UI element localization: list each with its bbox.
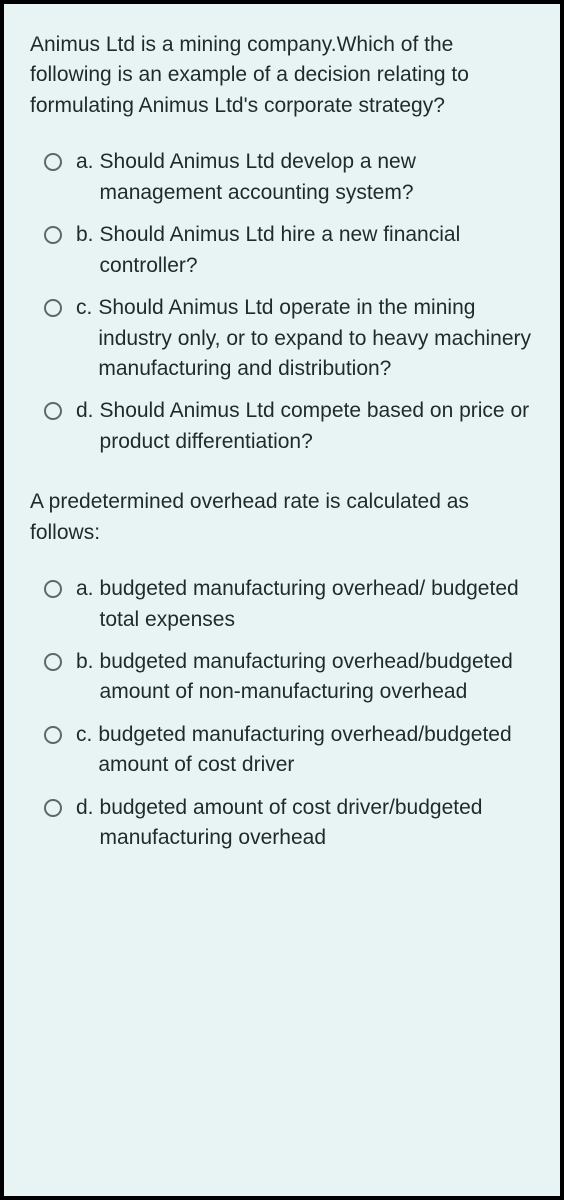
question-1-options: a. Should Animus Ltd develop a new manag… — [30, 147, 534, 457]
option-row: a. Should Animus Ltd develop a new manag… — [44, 147, 534, 208]
option-letter: d. — [76, 396, 94, 457]
quiz-page: Animus Ltd is a mining company.Which of … — [0, 0, 564, 1200]
option-text: budgeted manufacturing overhead/budgeted… — [100, 647, 534, 708]
option-text: Should Animus Ltd hire a new financial c… — [100, 220, 534, 281]
option-row: d. budgeted amount of cost driver/budget… — [44, 793, 534, 854]
radio-button[interactable] — [44, 226, 62, 244]
option-body: b. Should Animus Ltd hire a new financia… — [76, 220, 534, 281]
option-row: a. budgeted manufacturing overhead/ budg… — [44, 574, 534, 635]
option-letter: a. — [76, 574, 94, 635]
radio-button[interactable] — [44, 402, 62, 420]
option-letter: b. — [76, 647, 94, 708]
option-text: Should Animus Ltd operate in the mining … — [98, 293, 534, 384]
question-2-prompt: A predetermined overhead rate is calcula… — [30, 487, 534, 548]
option-text: Should Animus Ltd compete based on price… — [100, 396, 534, 457]
option-letter: d. — [76, 793, 94, 854]
option-body: a. budgeted manufacturing overhead/ budg… — [76, 574, 534, 635]
option-row: b. Should Animus Ltd hire a new financia… — [44, 220, 534, 281]
radio-button[interactable] — [44, 799, 62, 817]
question-1-prompt: Animus Ltd is a mining company.Which of … — [30, 30, 534, 121]
option-row: b. budgeted manufacturing overhead/budge… — [44, 647, 534, 708]
radio-button[interactable] — [44, 726, 62, 744]
option-body: d. budgeted amount of cost driver/budget… — [76, 793, 534, 854]
option-body: d. Should Animus Ltd compete based on pr… — [76, 396, 534, 457]
option-row: c. budgeted manufacturing overhead/budge… — [44, 720, 534, 781]
option-text: budgeted manufacturing overhead/budgeted… — [98, 720, 534, 781]
option-letter: a. — [76, 147, 94, 208]
option-body: b. budgeted manufacturing overhead/budge… — [76, 647, 534, 708]
option-row: d. Should Animus Ltd compete based on pr… — [44, 396, 534, 457]
radio-button[interactable] — [44, 153, 62, 171]
option-letter: b. — [76, 220, 94, 281]
option-body: c. budgeted manufacturing overhead/budge… — [76, 720, 534, 781]
option-body: a. Should Animus Ltd develop a new manag… — [76, 147, 534, 208]
option-letter: c. — [76, 293, 92, 384]
option-text: budgeted manufacturing overhead/ budgete… — [100, 574, 534, 635]
radio-button[interactable] — [44, 580, 62, 598]
option-letter: c. — [76, 720, 92, 781]
option-body: c. Should Animus Ltd operate in the mini… — [76, 293, 534, 384]
question-2-options: a. budgeted manufacturing overhead/ budg… — [30, 574, 534, 854]
option-row: c. Should Animus Ltd operate in the mini… — [44, 293, 534, 384]
option-text: Should Animus Ltd develop a new manageme… — [100, 147, 534, 208]
radio-button[interactable] — [44, 299, 62, 317]
option-text: budgeted amount of cost driver/budgeted … — [100, 793, 534, 854]
radio-button[interactable] — [44, 653, 62, 671]
